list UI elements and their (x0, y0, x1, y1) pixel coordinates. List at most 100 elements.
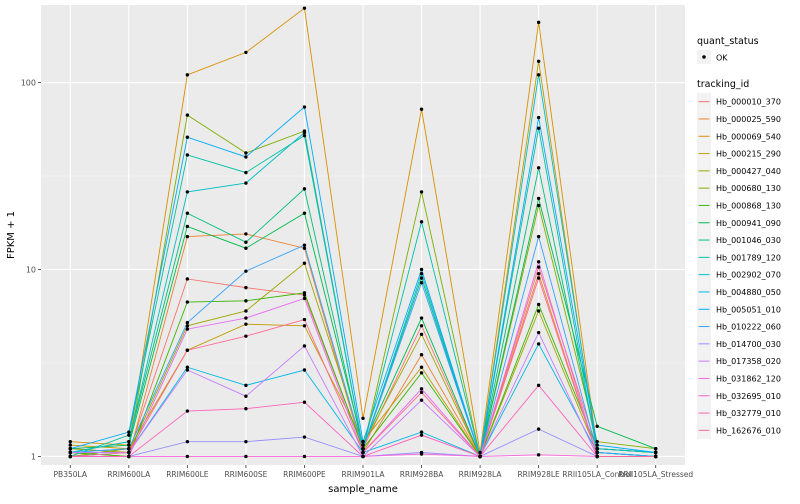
data-point (244, 285, 248, 290)
legend-label-series: Hb_032695_010 (716, 392, 781, 401)
data-point (302, 296, 307, 301)
legend-label-series: Hb_162676_010 (716, 426, 781, 435)
data-point (244, 309, 248, 313)
data-point (244, 322, 248, 326)
data-point (536, 302, 541, 307)
data-point (419, 316, 424, 320)
data-point (185, 439, 190, 444)
data-point (185, 190, 190, 194)
legend-label-series: Hb_000680_130 (716, 184, 781, 193)
data-point (185, 368, 190, 372)
data-point (654, 454, 658, 459)
data-point (302, 246, 307, 250)
x-tick-label: PB350LA (54, 470, 88, 479)
legend-label-series: Hb_017358_020 (716, 357, 781, 366)
data-point (244, 439, 248, 444)
y-tick-label: 1 (31, 452, 36, 461)
data-point (419, 430, 424, 434)
data-point (536, 342, 541, 346)
legend-key-point (702, 55, 706, 59)
data-point (595, 439, 599, 444)
data-point (536, 203, 541, 208)
x-tick-label: RRIM600PE (283, 470, 326, 479)
data-point (536, 196, 541, 201)
data-point (419, 190, 424, 194)
data-point (127, 443, 131, 447)
data-point (185, 320, 190, 325)
data-point (127, 450, 131, 455)
data-point (419, 276, 424, 280)
data-point (302, 368, 307, 372)
data-point (419, 452, 424, 456)
data-point (244, 181, 248, 185)
x-tick-label: RRIM928BA (400, 470, 445, 479)
data-point (361, 450, 365, 455)
data-point (419, 324, 424, 328)
data-point (419, 107, 424, 111)
data-point (419, 281, 424, 285)
data-point (302, 6, 307, 10)
legend-title-quant-status: quant_status (697, 36, 759, 47)
legend-label-series: Hb_032779_010 (716, 409, 781, 418)
data-point (536, 59, 541, 63)
data-point (536, 73, 541, 77)
data-point (478, 454, 482, 459)
data-point (654, 447, 658, 451)
data-point (185, 454, 190, 459)
x-axis-title: sample_name (328, 484, 398, 495)
y-axis-title: FPKM + 1 (6, 211, 17, 259)
data-point (361, 447, 365, 451)
legend-label-series: Hb_000069_540 (716, 132, 781, 141)
data-point (185, 234, 190, 239)
legend-label-series: Hb_000010_370 (716, 98, 781, 107)
data-point (244, 383, 248, 388)
data-point (302, 187, 307, 191)
data-point (302, 261, 307, 265)
legend-label-series: Hb_031862_120 (716, 374, 781, 383)
data-point (244, 170, 248, 175)
x-tick-label: RRIM600SE (224, 470, 267, 479)
legend-label-series: Hb_005051_010 (716, 305, 781, 314)
y-tick-label: 100 (21, 79, 36, 88)
data-point (536, 276, 541, 280)
data-point (244, 50, 248, 55)
data-point (419, 271, 424, 276)
data-point (478, 450, 482, 455)
data-point (536, 265, 541, 269)
data-point (302, 324, 307, 328)
x-tick-label: RRIM901LA (342, 470, 386, 479)
data-point (536, 271, 541, 276)
data-point (302, 454, 307, 459)
data-point (302, 344, 307, 348)
data-point (595, 454, 599, 459)
data-point (302, 105, 307, 109)
data-point (244, 232, 248, 236)
data-point (361, 416, 365, 420)
data-point (127, 454, 131, 459)
data-point (127, 447, 131, 451)
data-point (244, 334, 248, 338)
x-tick-label: RRIM600LE (166, 470, 209, 479)
x-tick-label: RRIM600LA (107, 470, 151, 479)
data-point (68, 447, 72, 451)
data-point (244, 269, 248, 273)
data-point (302, 435, 307, 439)
data-point (419, 433, 424, 437)
data-point (419, 371, 424, 375)
data-point (302, 211, 307, 215)
data-point (127, 433, 131, 437)
data-point (536, 383, 541, 388)
data-point (302, 291, 307, 295)
legend-label-series: Hb_004880_050 (716, 288, 781, 297)
legend-label-series: Hb_000941_090 (716, 219, 781, 228)
data-point (185, 224, 190, 229)
data-point (536, 260, 541, 264)
data-point (244, 316, 248, 320)
x-tick-label: RRII105LA_Control (562, 470, 632, 479)
data-point (536, 309, 541, 313)
x-tick-label: RRIM928LE (517, 470, 560, 479)
legend-label-series: Hb_000427_040 (716, 167, 781, 176)
data-point (595, 443, 599, 447)
data-point (185, 135, 190, 139)
